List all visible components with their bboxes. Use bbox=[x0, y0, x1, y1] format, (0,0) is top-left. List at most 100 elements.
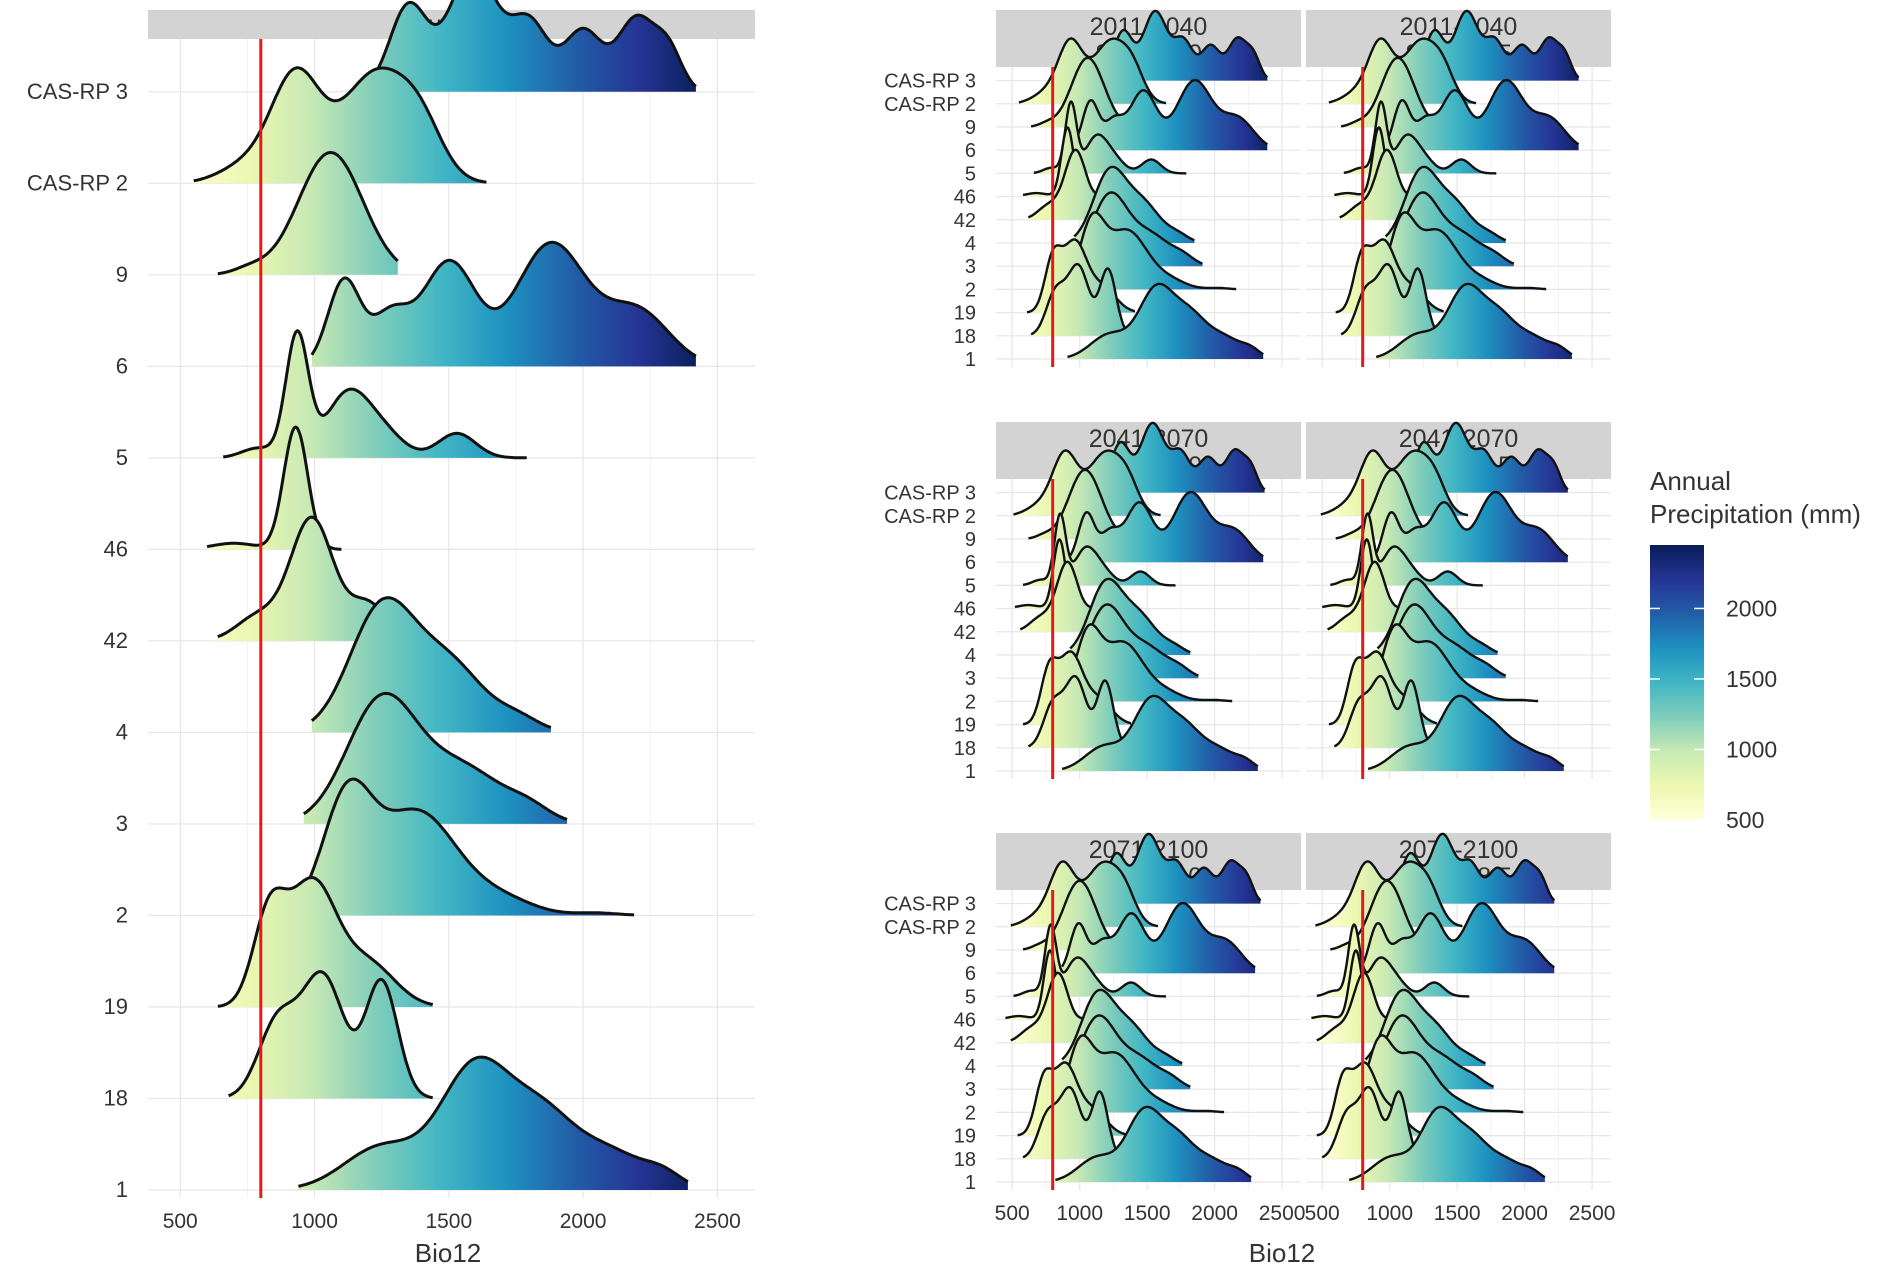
ridge-line-9 bbox=[217, 151, 399, 276]
y-tick-label: 2 bbox=[965, 279, 976, 301]
x-tick-label: 1500 bbox=[425, 1210, 472, 1233]
ridge-line-6 bbox=[310, 240, 697, 358]
y-tick-label: 46 bbox=[954, 599, 976, 621]
ridge-line-6 bbox=[1073, 78, 1269, 146]
y-tick-label: 18 bbox=[954, 738, 976, 760]
ridge-fill-4 bbox=[311, 597, 551, 733]
y-tick-label: 18 bbox=[954, 326, 976, 348]
y-tick-label: 5 bbox=[116, 445, 128, 470]
x-tick-label: 500 bbox=[163, 1210, 198, 1233]
ridge-line-18 bbox=[1321, 1085, 1426, 1160]
x-axis-title-scenarios: Bio12 bbox=[1249, 1238, 1316, 1268]
x-tick-label: 2500 bbox=[1259, 1202, 1306, 1225]
y-tick-label: 9 bbox=[965, 529, 976, 551]
ridge-line-4 bbox=[1061, 988, 1184, 1065]
ridges bbox=[1005, 832, 1262, 1182]
y-tick-label: 19 bbox=[954, 1126, 976, 1148]
ridge-fill-cas-rp-2 bbox=[193, 67, 487, 184]
y-tick-label: 19 bbox=[104, 994, 128, 1019]
ridge-fill-1 bbox=[298, 1057, 688, 1190]
x-axis-labels: 500 1000 1500 2000 2500 bbox=[995, 1202, 1306, 1225]
ridge-fill-1 bbox=[1349, 1106, 1545, 1182]
y-tick-label: 19 bbox=[954, 303, 976, 325]
y-tick-label: 18 bbox=[104, 1085, 128, 1110]
y-tick-label: 1 bbox=[116, 1177, 128, 1202]
ridge-line-6 bbox=[1061, 901, 1256, 969]
ridge-line-18 bbox=[1340, 262, 1445, 337]
ridge-line-cas-rp-2 bbox=[1328, 37, 1477, 105]
y-tick-label: 42 bbox=[954, 1033, 976, 1055]
ridge-fill-18 bbox=[1341, 264, 1444, 336]
ridge-line-cas-rp-3 bbox=[1410, 9, 1580, 79]
y-tick-label: 4 bbox=[965, 1056, 976, 1078]
x-tick-label: 1000 bbox=[1056, 1202, 1103, 1225]
y-tick-label: 6 bbox=[965, 552, 976, 574]
ridge-line-cas-rp-3 bbox=[1096, 421, 1266, 491]
y-tick-label: CAS-RP 2 bbox=[884, 917, 976, 939]
ridges bbox=[193, 0, 697, 1190]
ridge-fill-1 bbox=[1055, 1106, 1252, 1182]
y-tick-label: 2 bbox=[965, 1102, 976, 1124]
x-axis-labels: 500 1000 1500 2000 2500 bbox=[1305, 1202, 1616, 1225]
y-tick-label: 9 bbox=[965, 117, 976, 139]
y-tick-label: 6 bbox=[965, 963, 976, 985]
legend-tick-label: 2000 bbox=[1726, 595, 1777, 621]
ridge-line-cas-rp-3 bbox=[362, 0, 697, 89]
ridge-line-18 bbox=[1333, 674, 1438, 749]
ridge-line-1 bbox=[298, 1055, 689, 1188]
y-tick-label: 1 bbox=[965, 349, 976, 371]
ridge-line-cas-rp-3 bbox=[1099, 9, 1269, 79]
y-tick-label: CAS-RP 3 bbox=[884, 71, 976, 93]
ridge-fill-cas-rp-3 bbox=[1097, 422, 1265, 493]
ridge-line-5 bbox=[1343, 100, 1498, 175]
y-tick-label: 4 bbox=[965, 233, 976, 255]
ridge-line-1 bbox=[1055, 1105, 1252, 1182]
ridge-fill-18 bbox=[1031, 264, 1134, 336]
ridge-fill-9 bbox=[217, 152, 398, 275]
y-tick-label: 1 bbox=[965, 761, 976, 783]
ridge-line-2 bbox=[1376, 211, 1548, 291]
x-tick-label: 2000 bbox=[1501, 1202, 1548, 1225]
ridge-fill-42 bbox=[217, 517, 412, 641]
ridge-line-cas-rp-3 bbox=[1092, 832, 1262, 902]
x-tick-label: 2000 bbox=[560, 1210, 607, 1233]
ridge-fill-18 bbox=[1023, 1087, 1126, 1159]
ridge-line-2 bbox=[1066, 211, 1238, 291]
legend-title-line2: Precipitation (mm) bbox=[1650, 499, 1861, 529]
x-tick-label: 500 bbox=[1305, 1202, 1340, 1225]
ridge-line-9 bbox=[1340, 56, 1433, 128]
ridges bbox=[1013, 421, 1266, 771]
x-tick-label: 1000 bbox=[291, 1210, 338, 1233]
y-tick-label: 3 bbox=[965, 668, 976, 690]
ridge-line-4 bbox=[310, 596, 552, 729]
ridge-line-18 bbox=[1027, 674, 1132, 749]
ridge-line-18 bbox=[1022, 1085, 1127, 1160]
ridge-line-6 bbox=[1069, 490, 1265, 558]
ridge-line-cas-rp-2 bbox=[1018, 37, 1167, 105]
y-tick-label: 46 bbox=[954, 1010, 976, 1032]
ridge-line-6 bbox=[1384, 78, 1580, 146]
legend-tick-label: 500 bbox=[1726, 807, 1764, 833]
x-axis-labels: 500 1000 1500 2000 2500 bbox=[163, 1210, 741, 1233]
ridge-fill-1 bbox=[1062, 695, 1258, 771]
y-tick-label: 3 bbox=[116, 811, 128, 836]
ridge-line-cas-rp-3 bbox=[1399, 421, 1569, 491]
ridges bbox=[1320, 421, 1569, 771]
y-tick-label: CAS-RP 2 bbox=[27, 170, 128, 195]
ridge-line-1 bbox=[1067, 282, 1264, 359]
y-tick-label: 46 bbox=[954, 187, 976, 209]
x-tick-label: 1500 bbox=[1124, 1202, 1171, 1225]
ridge-line-9 bbox=[1335, 468, 1428, 540]
ridge-fill-1 bbox=[1368, 695, 1564, 771]
y-tick-label: 4 bbox=[965, 645, 976, 667]
legend-title-line1: Annual bbox=[1650, 466, 1731, 496]
